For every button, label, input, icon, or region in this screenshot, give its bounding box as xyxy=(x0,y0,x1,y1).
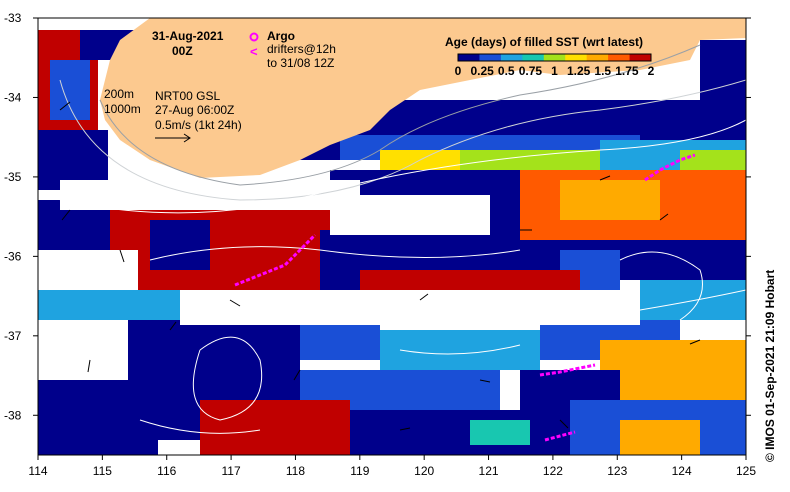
colorbar-swatch xyxy=(608,54,631,61)
colorbar-ticks: 0 0.25 0.5 0.75 1 1.25 1.5 1.75 2 xyxy=(455,64,655,78)
credit-label: © IMOS 01-Sep-2021 21:09 Hobart xyxy=(763,269,777,462)
model-date-label: 27-Aug 06:00Z xyxy=(155,103,234,117)
colorbar-swatch xyxy=(522,54,545,61)
x-tick-label: 120 xyxy=(414,464,434,478)
sst-patch xyxy=(150,220,210,270)
no-data-swath xyxy=(38,250,138,290)
sst-patch xyxy=(350,410,570,455)
colorbar-swatch xyxy=(500,54,523,61)
scale-label: 0.5m/s (1kt 24h) xyxy=(155,118,242,132)
sst-patch xyxy=(700,40,746,110)
drifter-tracks xyxy=(234,153,696,442)
sst-patch xyxy=(640,280,746,320)
x-tick-label: 125 xyxy=(736,464,756,478)
x-tick-label: 115 xyxy=(93,464,112,478)
x-tick-label: 121 xyxy=(479,464,499,478)
isobath-1000m xyxy=(59,79,746,201)
sst-patch xyxy=(450,150,600,170)
y-tick-label: -38 xyxy=(4,408,22,422)
colorbar-tick-label: 1.75 xyxy=(615,64,639,78)
velocity-arrows xyxy=(59,101,701,431)
contour-200-label: 200m xyxy=(104,87,134,101)
x-tick-label: 117 xyxy=(222,464,241,478)
y-axis: -33 -34 -35 -36 -37 -38 xyxy=(4,11,751,422)
no-data-swath xyxy=(38,320,128,380)
colorbar-tick-label: 1.25 xyxy=(567,64,591,78)
contour-1000-label: 1000m xyxy=(104,102,141,116)
y-tick-label: -33 xyxy=(4,11,22,25)
x-tick-label: 114 xyxy=(28,464,47,478)
drifter-marker-icon: < xyxy=(250,44,258,59)
time-label: 00Z xyxy=(172,44,193,58)
y-tick-label: -35 xyxy=(4,170,22,184)
colorbar-swatch xyxy=(629,54,652,61)
argo-label: Argo xyxy=(267,29,295,43)
sst-age-field xyxy=(38,30,746,455)
drifters-sub-label: to 31/08 12Z xyxy=(267,56,334,70)
x-tick-label: 116 xyxy=(157,464,176,478)
colorbar-tick-label: 0.25 xyxy=(470,64,494,78)
x-tick-label: 119 xyxy=(350,464,369,478)
sst-patch xyxy=(200,400,350,455)
colorbar-swatch xyxy=(479,54,502,61)
isobath-200m xyxy=(99,44,701,186)
colorbar-swatch xyxy=(543,54,566,61)
x-tick-label: 118 xyxy=(286,464,305,478)
sst-patch xyxy=(110,210,350,290)
map-frame xyxy=(37,17,747,456)
x-tick-label: 123 xyxy=(607,464,627,478)
date-label: 31-Aug-2021 xyxy=(152,29,224,43)
y-tick-label: -37 xyxy=(4,329,22,343)
colorbar-border xyxy=(457,53,652,62)
legend-title: Age (days) of filled SST (wrt latest) xyxy=(445,35,643,49)
model-label: NRT00 GSL xyxy=(155,89,220,103)
current-streamlines xyxy=(59,119,746,434)
y-tick-label: -34 xyxy=(4,90,22,104)
sst-patch xyxy=(50,60,90,120)
sst-patch xyxy=(470,420,530,445)
y-tick-label: -36 xyxy=(4,249,22,263)
sst-patch xyxy=(560,180,660,220)
x-tick-label: 122 xyxy=(543,464,563,478)
argo-marker-icon xyxy=(249,32,259,42)
x-axis: 114 115 116 117 118 119 120 121 122 123 124 125 xyxy=(28,455,756,478)
no-data-swath xyxy=(330,195,490,235)
sst-patch xyxy=(38,290,198,320)
colorbar-swatch xyxy=(586,54,609,61)
colorbar-tick-label: 0.75 xyxy=(519,64,543,78)
colorbar xyxy=(457,53,652,62)
colorbar-tick-label: 1.5 xyxy=(594,64,611,78)
colorbar-tick-label: 1 xyxy=(551,64,558,78)
sst-patch xyxy=(600,340,746,400)
map-plot-area xyxy=(38,18,746,455)
sst-patch xyxy=(380,330,540,370)
colorbar-tick-label: 0 xyxy=(455,64,462,78)
colorbar-swatch xyxy=(458,54,480,61)
scale-arrow-icon xyxy=(155,133,191,143)
no-data-swath xyxy=(180,290,640,325)
colorbar-tick-label: 0.5 xyxy=(498,64,515,78)
x-tick-label: 124 xyxy=(672,464,692,478)
sst-patch xyxy=(38,380,158,455)
sst-patch xyxy=(620,420,700,455)
colorbar-tick-label: 2 xyxy=(648,64,655,78)
drifters-label: drifters@12h xyxy=(267,42,336,56)
colorbar-swatch xyxy=(565,54,588,61)
